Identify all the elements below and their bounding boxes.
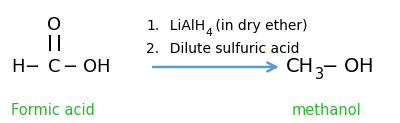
Text: H$-$: H$-$: [11, 58, 39, 76]
Text: C: C: [48, 58, 61, 76]
Text: O: O: [48, 16, 62, 34]
Text: 4: 4: [205, 28, 212, 38]
Text: Formic acid: Formic acid: [11, 103, 94, 118]
Text: 1.: 1.: [146, 19, 160, 33]
Text: (in dry ether): (in dry ether): [211, 19, 307, 33]
Text: CH: CH: [286, 57, 314, 77]
Text: 3: 3: [315, 67, 324, 82]
Text: $-$ OH: $-$ OH: [321, 57, 373, 77]
Text: methanol: methanol: [292, 103, 362, 118]
Text: $-$ OH: $-$ OH: [62, 58, 110, 76]
Text: LiAlH: LiAlH: [161, 19, 206, 33]
Text: Dilute sulfuric acid: Dilute sulfuric acid: [161, 42, 300, 56]
Text: 2.: 2.: [146, 42, 159, 56]
